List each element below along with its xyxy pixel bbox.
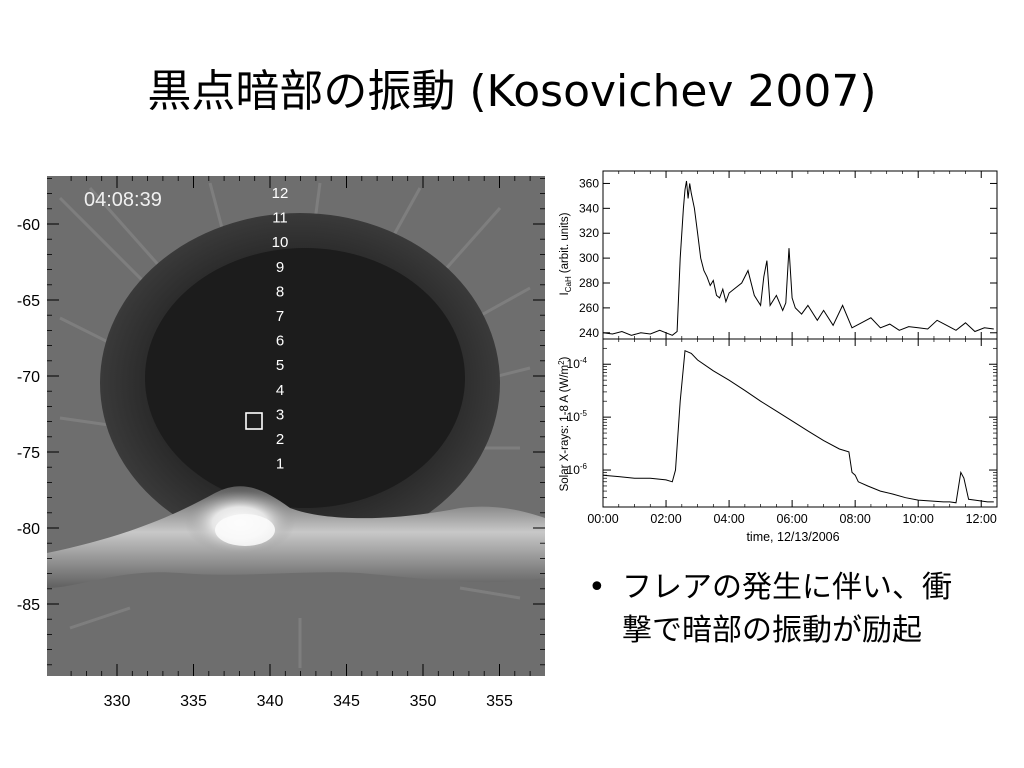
bottom-plot-ylabel: Solar X-rays: 1-8 A (W/m2) xyxy=(557,356,571,491)
image-axes: 330 335 340 345 350 355-60-65-70-75-80-85 xyxy=(17,176,545,710)
top-y-tick-label: 360 xyxy=(579,176,599,190)
top-y-tick-label: 320 xyxy=(579,226,599,240)
x-axis-label: time, 12/13/2006 xyxy=(746,530,839,544)
top-y-tick-label: 340 xyxy=(579,201,599,215)
top-plot-frame xyxy=(602,170,998,340)
location-label: 2 xyxy=(276,431,284,448)
y-tick-label: -85 xyxy=(17,597,40,614)
y-tick-label: -65 xyxy=(17,293,40,310)
location-label: 11 xyxy=(272,210,288,227)
y-tick-label: -80 xyxy=(17,521,40,538)
location-label: 6 xyxy=(276,333,284,350)
location-label: 5 xyxy=(276,357,284,374)
top-y-tick-label: 280 xyxy=(579,276,599,290)
location-label: 7 xyxy=(276,308,284,325)
location-label: 8 xyxy=(276,283,284,300)
location-labels: 12 11 10 9 8 7 6 5 4 3 2 1 xyxy=(272,185,289,473)
time-tick-label: 12:00 xyxy=(966,512,997,526)
top-ylabel-sub: CaH xyxy=(564,276,573,292)
time-tick-label: 02:00 xyxy=(650,512,681,526)
slide-title: 黒点暗部の振動 (Kosovichev 2007) xyxy=(147,66,877,117)
cah-intensity-series xyxy=(602,180,994,336)
time-axis: 00:00 02:00 04:00 06:00 08:00 10:00 12:00 xyxy=(587,171,998,526)
bottom-plot-frame xyxy=(602,338,998,508)
bottom-y-tick-label: 10-6 xyxy=(567,462,588,477)
x-tick-label: 335 xyxy=(180,693,207,710)
xray-flux-series xyxy=(602,349,994,504)
y-tick-label: -70 xyxy=(17,369,40,386)
bullet-text: フレアの発生に伴い、衝撃で暗部の振動が励起 xyxy=(622,570,952,648)
flare-kernel-core xyxy=(215,514,275,546)
top-y-tick-label: 240 xyxy=(579,326,599,340)
bottom-ylabel-sup: 2 xyxy=(557,360,566,365)
bottom-ylabel-text: Solar X-rays: 1-8 A (W/m xyxy=(559,365,571,492)
flare-ribbon xyxy=(47,486,545,588)
image-timestamp: 04:08:39 xyxy=(84,189,162,211)
location-label: 10 xyxy=(272,234,289,251)
location-label: 3 xyxy=(276,406,284,423)
location-marker-box xyxy=(245,412,263,430)
time-tick-label: 06:00 xyxy=(776,512,807,526)
umbra-core xyxy=(145,248,465,508)
time-tick-label: 10:00 xyxy=(903,512,934,526)
bottom-y-tick-label: 10-5 xyxy=(567,409,588,424)
x-tick-label: 355 xyxy=(486,693,513,710)
y-tick-label: -60 xyxy=(17,217,40,234)
light-curve-plots: 240 260 280 300 320 340 360 10-4 10-5 10-6 00:00… xyxy=(557,170,998,544)
location-label: 9 xyxy=(276,259,284,276)
location-label: 1 xyxy=(276,456,284,473)
x-tick-label: 350 xyxy=(410,693,437,710)
top-ylabel-main: I xyxy=(559,292,571,295)
x-tick-label: 340 xyxy=(257,693,284,710)
top-ylabel-rest: (arbit. units) xyxy=(559,212,571,273)
x-tick-label: 345 xyxy=(333,693,360,710)
time-tick-label: 04:00 xyxy=(713,512,744,526)
y-tick-label: -75 xyxy=(17,445,40,462)
bottom-ylabel-close: ) xyxy=(559,356,571,360)
bullet-glyph: • xyxy=(588,570,606,605)
x-tick-label: 330 xyxy=(104,693,131,710)
location-label: 12 xyxy=(272,185,289,202)
top-plot-ylabel: ICaH (arbit. units) xyxy=(559,212,573,295)
time-tick-label: 00:00 xyxy=(587,512,618,526)
top-plot-y-axis: 240 260 280 300 320 340 360 xyxy=(579,176,997,340)
location-label: 4 xyxy=(276,382,284,399)
sunspot-image-panel: 04:08:39 12 11 10 9 8 7 6 5 4 3 2 1 330 335 340 345 350… xyxy=(17,176,545,710)
top-y-tick-label: 260 xyxy=(579,301,599,315)
bottom-y-tick-label: 10-4 xyxy=(567,356,588,371)
bottom-plot-y-axis: 10-4 10-5 10-6 xyxy=(567,347,997,508)
time-tick-label: 08:00 xyxy=(840,512,871,526)
top-y-tick-label: 300 xyxy=(579,251,599,265)
